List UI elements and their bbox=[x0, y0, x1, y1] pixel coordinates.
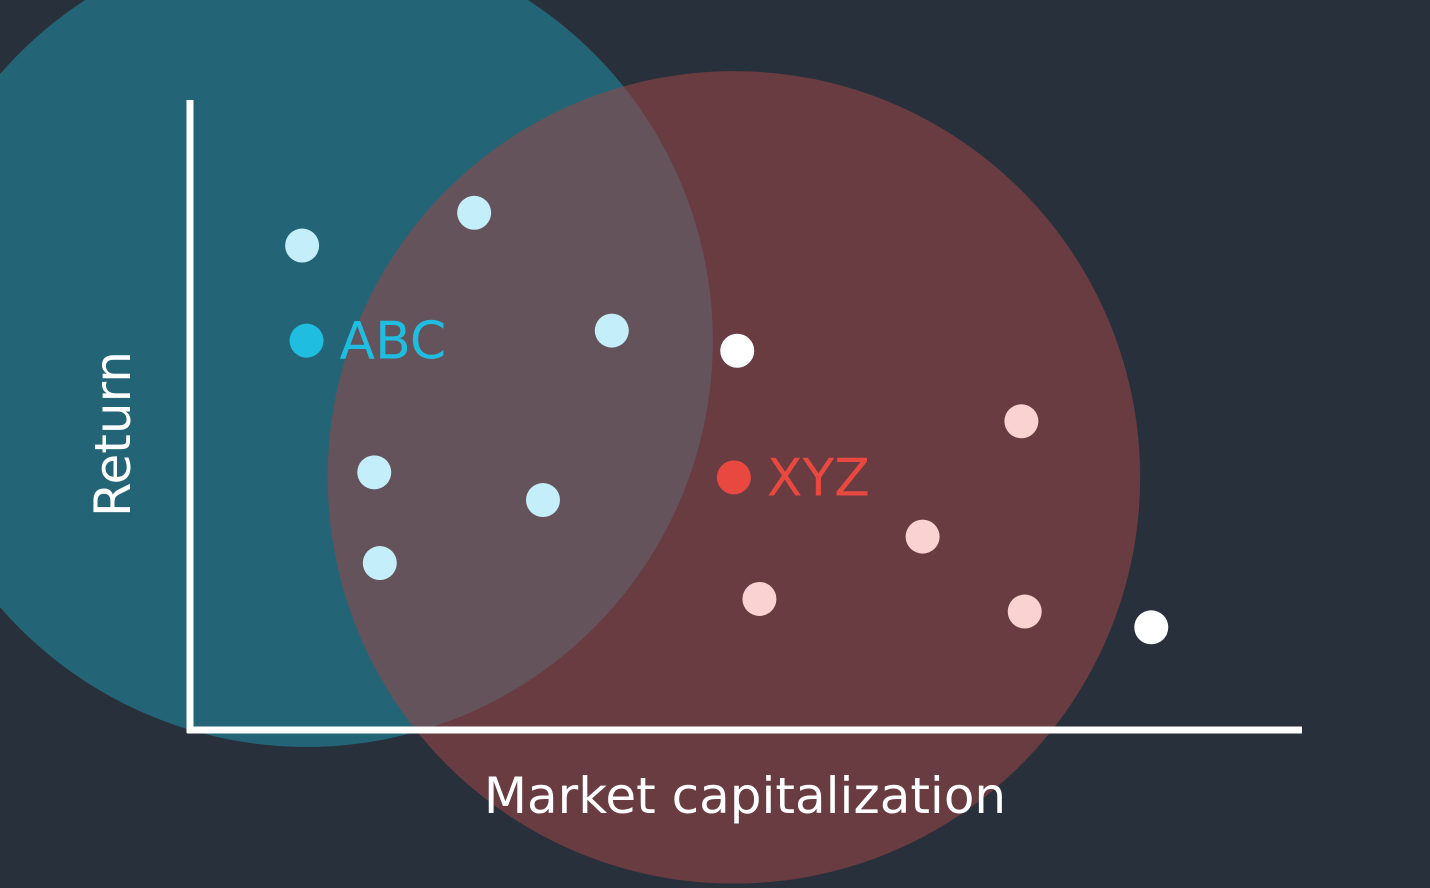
cluster-center-xyz bbox=[716, 460, 751, 495]
data-point-abc-4 bbox=[357, 455, 392, 490]
outlier-point-2 bbox=[1134, 610, 1169, 645]
data-point-abc-1 bbox=[285, 228, 320, 263]
data-point-abc-2 bbox=[457, 195, 492, 230]
cluster-label-abc: ABC bbox=[340, 312, 447, 372]
data-point-xyz-4 bbox=[1007, 594, 1042, 629]
outlier-point-1 bbox=[720, 333, 755, 368]
cluster-label-xyz: XYZ bbox=[767, 448, 870, 508]
x-axis-label: Market capitalization bbox=[483, 767, 1007, 825]
data-point-abc-6 bbox=[362, 546, 397, 581]
data-point-abc-3 bbox=[594, 313, 629, 348]
data-point-abc-5 bbox=[525, 483, 560, 518]
data-point-xyz-1 bbox=[1004, 404, 1039, 439]
cluster-center-abc bbox=[289, 323, 324, 358]
data-point-xyz-3 bbox=[742, 581, 777, 616]
data-point-xyz-2 bbox=[905, 519, 940, 554]
y-axis-label: Return bbox=[84, 351, 142, 517]
